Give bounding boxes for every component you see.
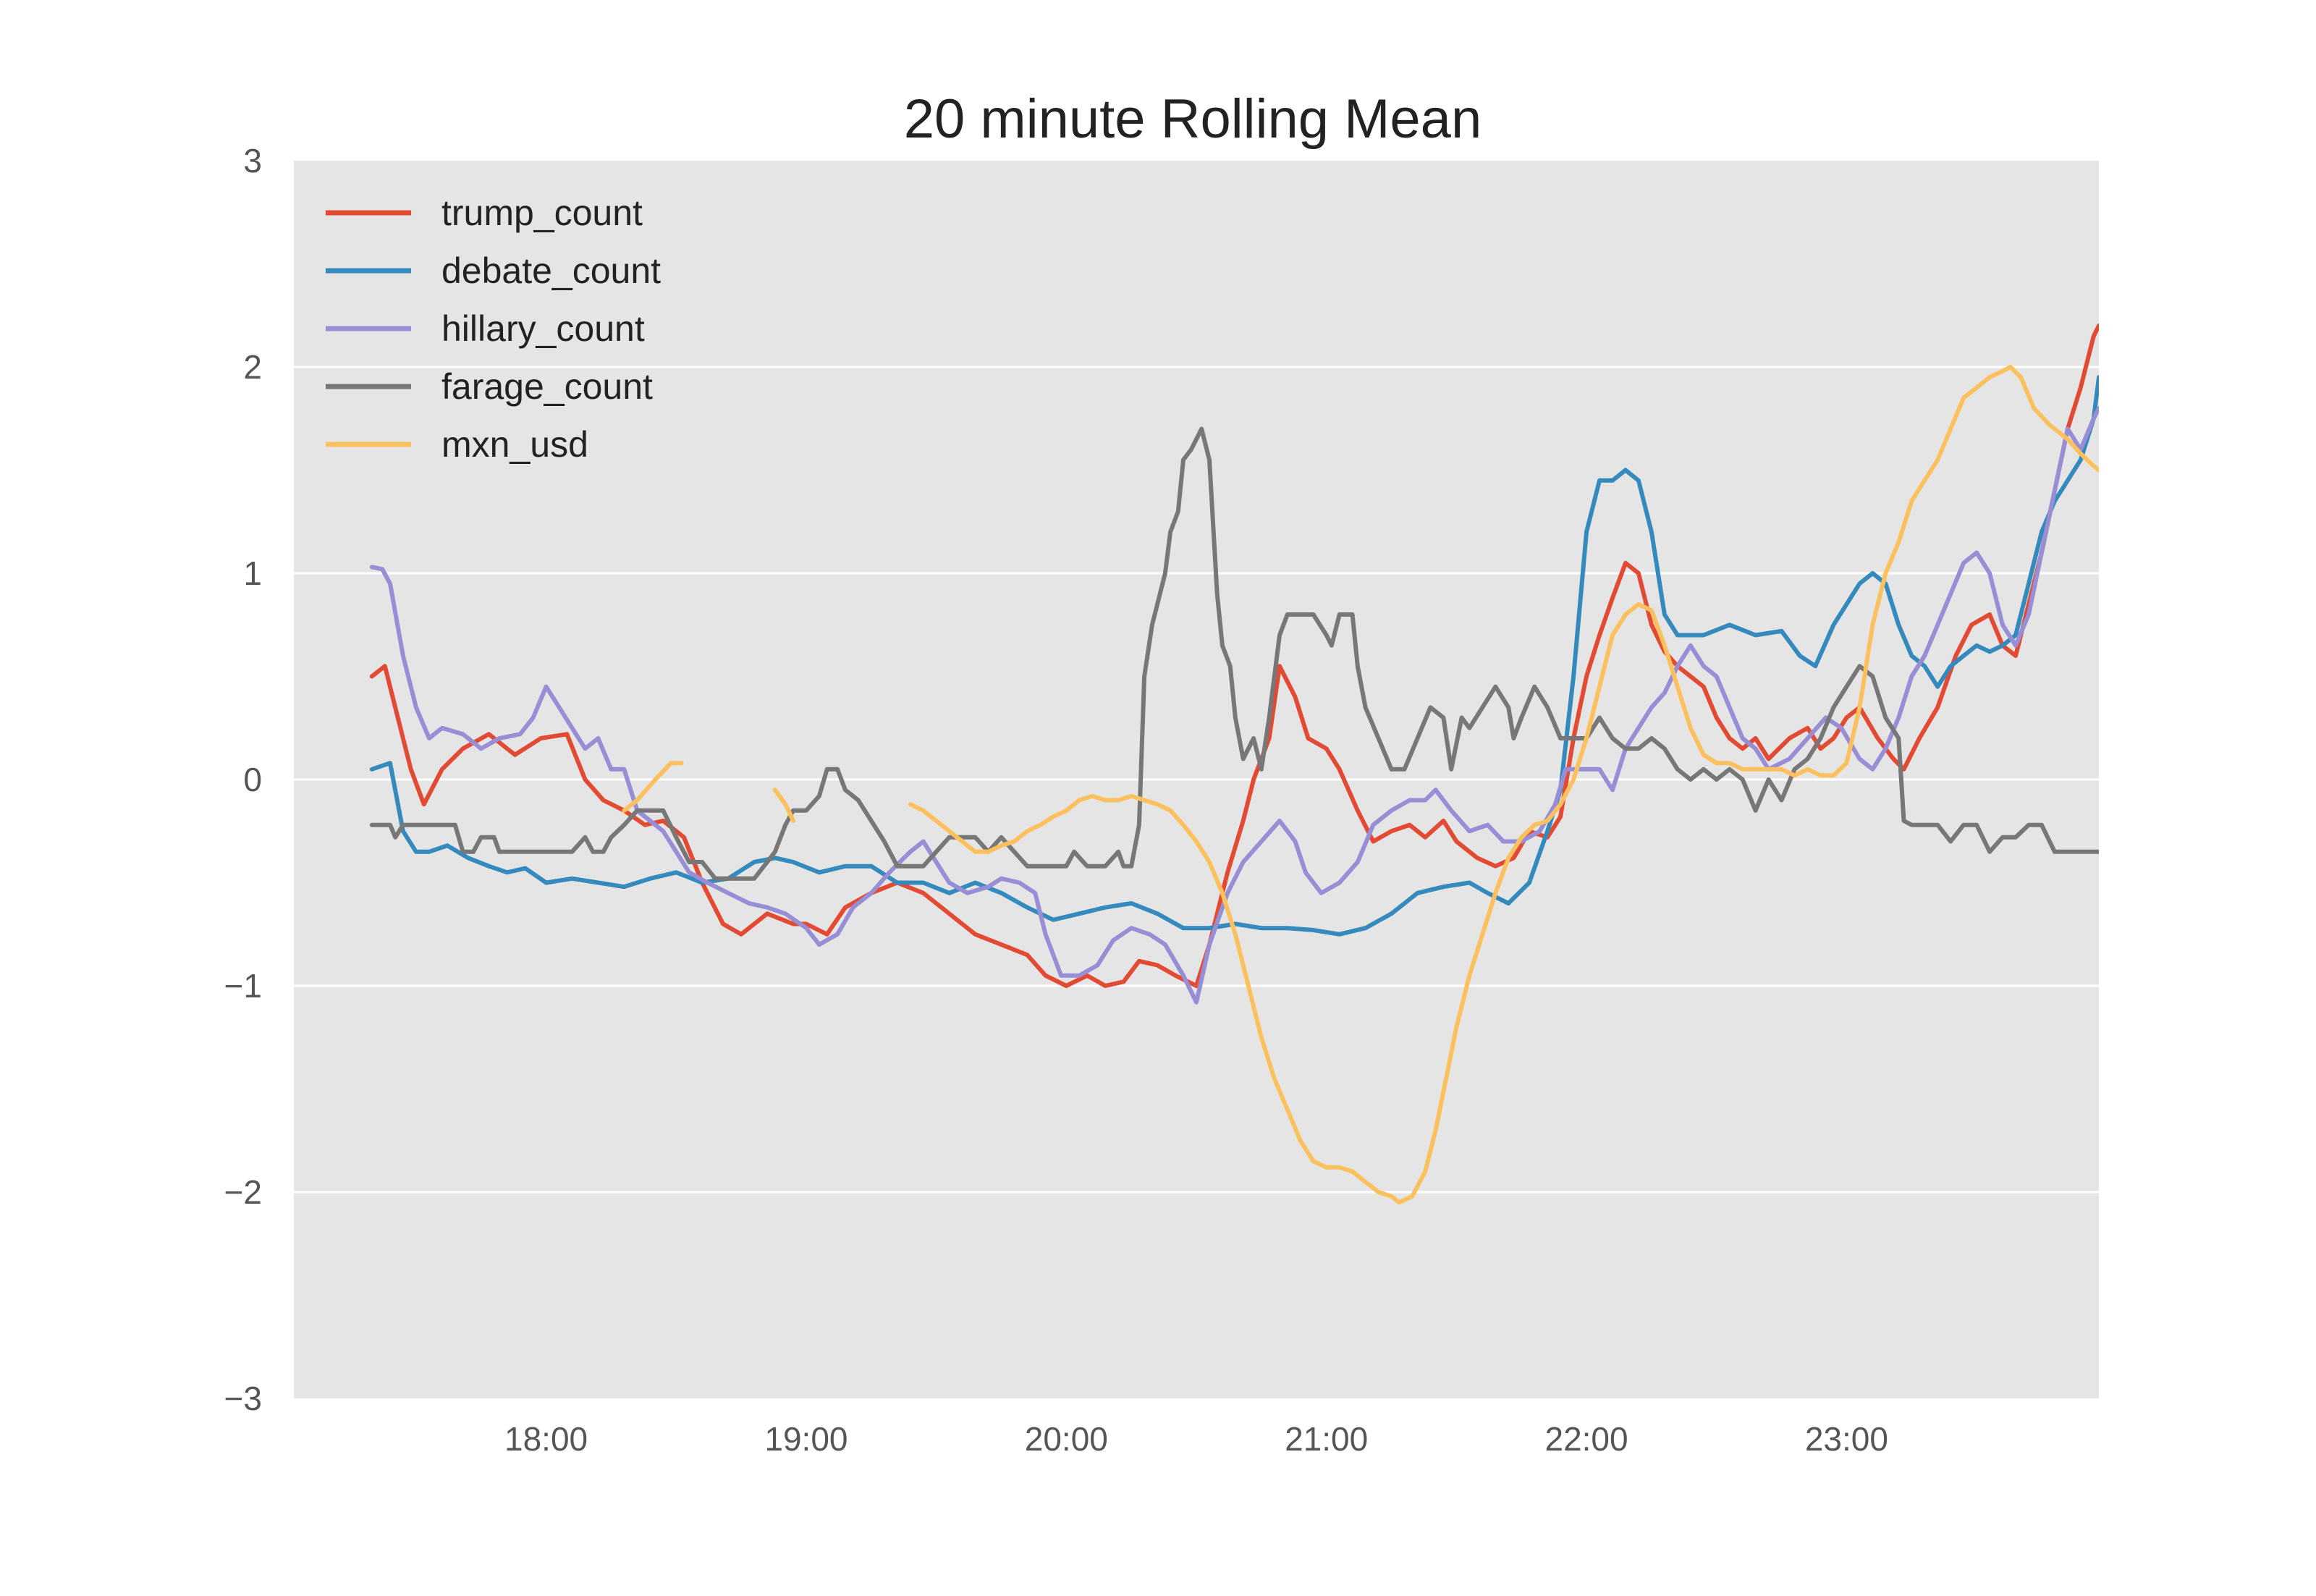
y-tick-label: 0 — [243, 761, 262, 798]
legend-label: debate_count — [441, 250, 661, 291]
grid-lines — [294, 366, 2099, 1194]
y-tick-label: 3 — [243, 142, 262, 180]
x-tick-label: 22:00 — [1544, 1420, 1628, 1458]
legend-label: trump_count — [441, 193, 643, 233]
legend-label: farage_count — [441, 366, 653, 407]
x-axis-ticks: 18:00 19:00 20:00 21:00 22:00 23:00 — [504, 1420, 1888, 1458]
chart-title: 20 minute Rolling Mean — [904, 88, 1482, 150]
y-axis-ticks: −3 −2 −1 0 1 2 3 — [224, 142, 262, 1417]
legend-label: hillary_count — [441, 308, 645, 349]
legend: trump_count debate_count hillary_countfara… — [326, 193, 661, 465]
y-tick-label: −1 — [224, 967, 262, 1005]
x-tick-label: 23:00 — [1805, 1420, 1888, 1458]
y-tick-label: 2 — [243, 348, 262, 386]
x-tick-label: 20:00 — [1025, 1420, 1108, 1458]
x-tick-label: 18:00 — [504, 1420, 588, 1458]
series-line-debate-count — [369, 375, 2099, 937]
series-line-farage-count — [369, 426, 2099, 881]
y-tick-label: −2 — [224, 1173, 262, 1211]
series-lines — [369, 324, 2099, 1205]
series-line-mxn-usd — [908, 365, 2099, 1205]
x-tick-label: 21:00 — [1285, 1420, 1368, 1458]
y-tick-label: −3 — [224, 1380, 262, 1417]
legend-label: mxn_usd — [441, 424, 588, 465]
series-line-mxn-usd — [772, 788, 795, 823]
x-tick-label: 19:00 — [764, 1420, 848, 1458]
series-line-mxn-usd — [622, 761, 684, 813]
y-tick-label: 1 — [243, 554, 262, 592]
